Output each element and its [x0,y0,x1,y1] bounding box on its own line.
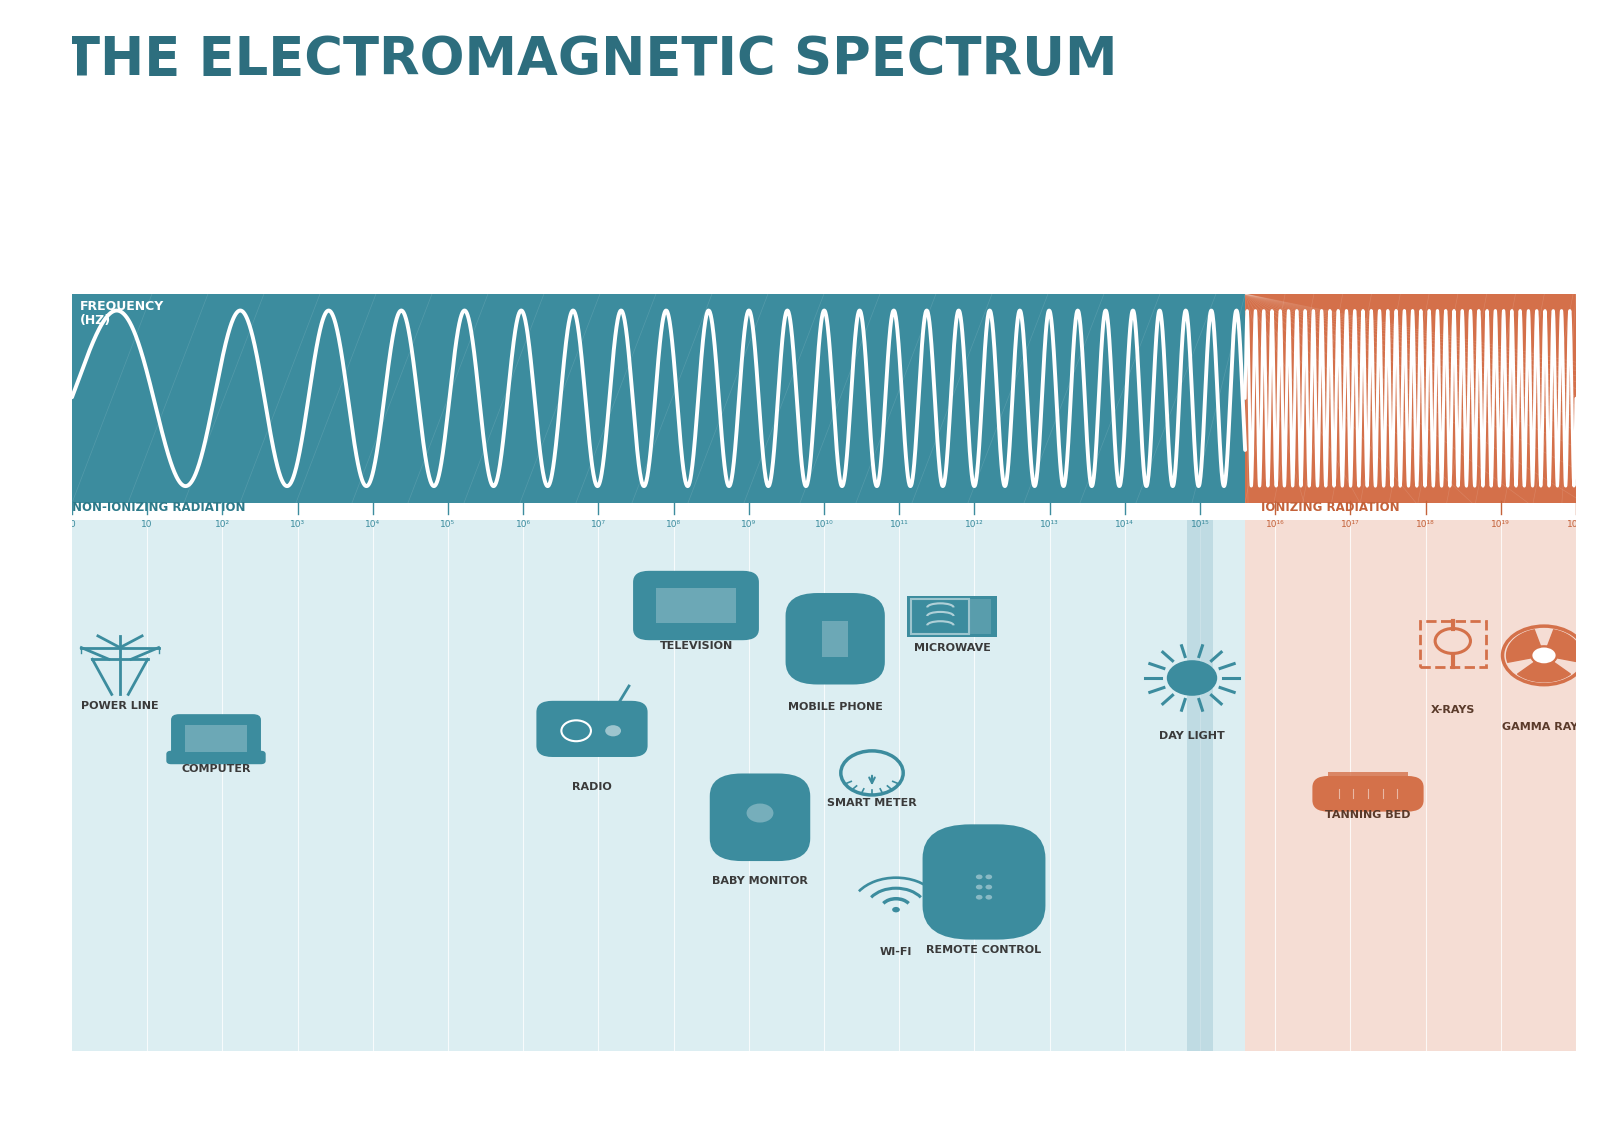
Text: FREQUENCY
(HZ): FREQUENCY (HZ) [80,299,165,328]
Text: 10¹⁷: 10¹⁷ [1341,520,1360,529]
Bar [1187,520,1213,1051]
Text: 10¹⁵: 10¹⁵ [1190,520,1210,529]
FancyBboxPatch shape [923,825,1045,940]
Circle shape [976,875,982,879]
Text: 10¹³: 10¹³ [1040,520,1059,529]
Text: 10⁵: 10⁵ [440,520,456,529]
Text: 10²: 10² [214,520,230,529]
Text: 10: 10 [141,520,154,529]
Circle shape [986,885,992,889]
Circle shape [986,895,992,899]
Bar [971,599,990,634]
Text: 0: 0 [69,520,75,529]
Bar [0,0,72,1130]
FancyBboxPatch shape [166,750,266,764]
Circle shape [893,907,899,912]
Circle shape [1531,646,1557,664]
Text: SMART METER: SMART METER [827,798,917,808]
Circle shape [976,895,982,899]
Text: TELEVISION: TELEVISION [659,642,733,651]
Bar [1245,520,1576,1051]
Text: 10¹⁴: 10¹⁴ [1115,520,1134,529]
Text: RADIO: RADIO [573,782,611,792]
Text: 10²⁰: 10²⁰ [1566,520,1586,529]
Text: MICROWAVE: MICROWAVE [914,643,990,653]
Circle shape [1531,646,1557,664]
Bar [0,1051,1600,1130]
Text: 10³: 10³ [290,520,306,529]
Text: TANNING BED: TANNING BED [1325,809,1411,819]
Text: DAY LIGHT: DAY LIGHT [1158,730,1226,740]
Text: IONIZING RADIATION: IONIZING RADIATION [1261,501,1400,514]
Text: GAMMA RAYS: GAMMA RAYS [1502,722,1586,731]
FancyBboxPatch shape [171,714,261,760]
Bar [1419,620,1486,668]
Bar [907,596,997,636]
Text: 10¹¹: 10¹¹ [890,520,909,529]
Polygon shape [1544,629,1581,662]
Text: COMPUTER: COMPUTER [181,764,251,774]
Text: 10¹²: 10¹² [965,520,984,529]
Text: REMOTE CONTROL: REMOTE CONTROL [926,945,1042,955]
Bar [910,599,970,634]
Text: POWER LINE: POWER LINE [82,701,158,711]
Text: 10¹⁹: 10¹⁹ [1491,520,1510,529]
Text: 10⁶: 10⁶ [515,520,531,529]
Bar [0,0,1600,294]
FancyBboxPatch shape [1312,776,1424,811]
Text: 10¹⁰: 10¹⁰ [814,520,834,529]
Bar [656,588,736,623]
Circle shape [986,875,992,879]
Text: NON-IONIZING RADIATION: NON-IONIZING RADIATION [72,501,245,514]
Text: MOBILE PHONE: MOBILE PHONE [787,702,883,712]
Bar [1245,294,1576,503]
Bar [72,294,1245,503]
Bar [186,724,246,751]
Text: 10¹⁸: 10¹⁸ [1416,520,1435,529]
Text: 10⁸: 10⁸ [666,520,682,529]
Text: BABY MONITOR: BABY MONITOR [712,876,808,886]
Circle shape [1166,660,1218,696]
Text: WI-FI: WI-FI [880,947,912,957]
Text: 10¹⁶: 10¹⁶ [1266,520,1285,529]
FancyBboxPatch shape [710,773,810,861]
Text: THE ELECTROMAGNETIC SPECTRUM: THE ELECTROMAGNETIC SPECTRUM [64,34,1117,86]
FancyBboxPatch shape [786,593,885,685]
Polygon shape [1328,773,1408,785]
Polygon shape [1517,655,1571,681]
Polygon shape [1507,629,1544,662]
Bar [822,622,848,657]
Text: X-RAYS: X-RAYS [1430,705,1475,715]
Text: 10⁷: 10⁷ [590,520,606,529]
Text: 10⁹: 10⁹ [741,520,757,529]
FancyBboxPatch shape [536,701,648,757]
Circle shape [976,885,982,889]
FancyBboxPatch shape [634,571,758,641]
Bar [72,520,1245,1051]
Circle shape [605,725,621,737]
Text: 10⁴: 10⁴ [365,520,381,529]
Bar [1576,0,1600,1130]
Circle shape [747,803,773,823]
